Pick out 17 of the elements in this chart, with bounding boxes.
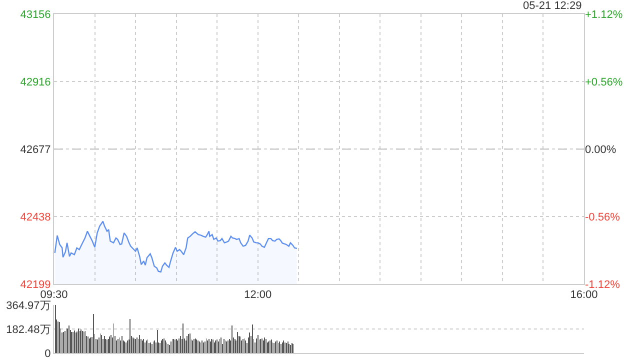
x-tick-label: 12:00 — [244, 289, 272, 302]
x-tick-label: 09:30 — [40, 289, 68, 302]
y-tick-label: 43156 — [20, 8, 51, 21]
y2-tick-label: -1.12% — [585, 278, 620, 291]
x-tick-label: 16:00 — [570, 289, 598, 302]
y-tick-label: 0 — [44, 348, 51, 360]
y-tick-label: 364.97万 — [6, 300, 51, 312]
y-tick-label: 42199 — [20, 278, 51, 291]
y2-tick-label: -0.56% — [585, 211, 620, 224]
y-tick-label: 182.48万 — [6, 324, 51, 336]
y2-tick-label: +0.56% — [585, 76, 623, 88]
text: 05-21 12:29 — [523, 0, 582, 12]
y-tick-label: 42677 — [20, 144, 51, 156]
y2-tick-label: 0.00% — [585, 144, 616, 156]
y-tick-label: 42916 — [20, 76, 51, 89]
y-tick-label: 42438 — [20, 211, 51, 224]
y2-tick-label: +1.12% — [585, 8, 623, 21]
